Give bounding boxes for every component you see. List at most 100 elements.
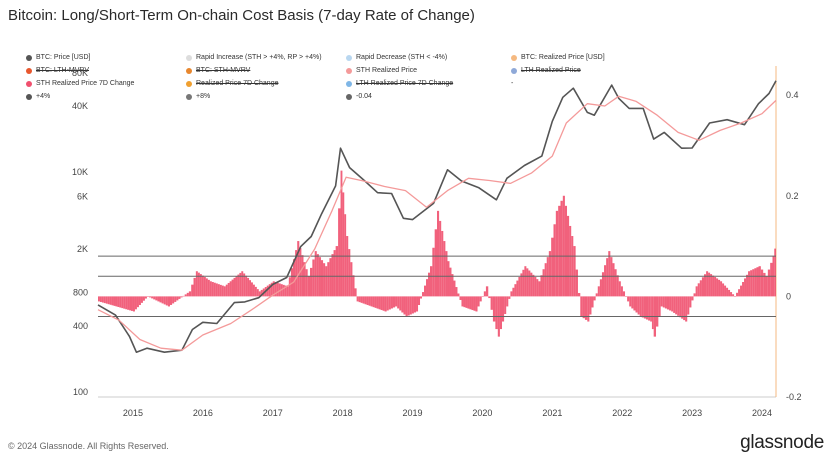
sth-7d-change-bar [165,296,168,306]
sth-7d-change-bar [129,296,132,311]
sth-7d-change-bar [712,275,715,297]
legend-item[interactable]: LTH Realized Price 7D Change [346,80,453,87]
sth-7d-change-bar [409,296,412,315]
sth-7d-change-bar [620,286,623,297]
sth-7d-change-bar [564,205,568,297]
sth-7d-change-bar [215,283,218,297]
sth-7d-change-bar [763,272,766,297]
sth-7d-change-bar [591,296,594,308]
sth-7d-change-bar [685,296,688,322]
legend-swatch [346,54,352,61]
sth-7d-change-bar [136,296,139,308]
sth-7d-change-bar [488,296,491,299]
legend-label: BTC: STH-MVRV [196,67,251,74]
sth-7d-change-bar [205,278,208,297]
sth-7d-change-bar [227,282,230,297]
sth-7d-change-bar [411,296,414,314]
legend-item[interactable]: BTC: Realized Price [USD] [511,54,605,61]
sth-7d-change-bar [193,277,196,297]
legend-swatch [26,67,32,74]
legend-item[interactable]: BTC: Price [USD] [26,54,90,61]
left-axis-tick-label: 800 [73,288,88,298]
sth-7d-change-bar [370,296,373,307]
legend-label: BTC: Realized Price [USD] [521,54,605,61]
sth-7d-change-bar [720,281,723,297]
legend-item[interactable]: Realized Price 7D Change [186,80,279,87]
sth-7d-change-bar [149,296,152,298]
sth-7d-change-bar [356,296,359,302]
legend-label: +4% [36,93,51,100]
legend-item[interactable]: Rapid Increase (STH > +4%, RP > +4%) [186,54,322,61]
sth-7d-change-bar [384,296,387,312]
sth-7d-change-bar [540,275,543,297]
x-tick-label: 2020 [472,408,492,418]
sth-7d-change-bar [573,246,576,297]
sth-7d-change-bar [584,296,588,320]
sth-7d-change-bar [161,296,164,304]
sth-7d-change-bar [485,286,489,297]
sth-7d-change-bar [270,282,273,297]
legend-item[interactable]: - [511,80,513,87]
sth-7d-change-bar [144,296,147,299]
sth-7d-change-bar [219,284,222,297]
sth-7d-change-bar [530,272,533,297]
sth-7d-change-bar [282,284,285,297]
sth-7d-change-bar [453,280,456,297]
sth-7d-change-bar [558,205,561,297]
sth-7d-change-bar [380,296,383,311]
legend-label: -0.04 [356,93,372,100]
legend-label: STH Realized Price 7D Change [36,80,135,87]
sth-7d-change-bar [312,259,315,297]
sth-7d-change-bar [651,296,654,330]
sth-7d-change-bar [637,296,640,315]
sth-7d-change-bar [340,170,343,297]
legend-item[interactable]: +4% [26,93,50,100]
legend-item[interactable]: -0.04 [346,93,372,100]
legend-label: Rapid Decrease (STH < -4%) [356,54,448,61]
sth-7d-change-bar [740,285,743,297]
legend-item[interactable]: STH Realized Price 7D Change [26,80,134,87]
sth-7d-change-bar [681,296,684,319]
legend-label: Rapid Increase (STH > +4%, RP > +4%) [196,54,322,61]
sth-7d-change-bar [163,296,166,305]
sth-7d-change-bar [736,292,739,297]
sth-7d-change-bar [447,261,450,297]
sth-7d-change-bar [188,291,192,297]
sth-7d-change-bar [418,296,421,306]
legend-item[interactable]: STH Realized Price [346,67,417,74]
sth-7d-change-bar [469,296,472,310]
legend-item[interactable]: Rapid Decrease (STH < -4%) [346,54,447,61]
legend-item[interactable]: LTH Realized Price [511,67,581,74]
sth-7d-change-bar [178,296,181,299]
sth-7d-change-bar [403,296,406,315]
legend-label: LTH Realized Price 7D Change [356,80,454,87]
sth-7d-change-bar [203,276,206,297]
sth-7d-change-bar [303,262,306,297]
sth-7d-change-bar [635,296,638,313]
sth-7d-change-bar [331,254,334,297]
sth-7d-change-bar [756,267,759,297]
sth-7d-change-bar [449,267,452,297]
sth-7d-change-bar [247,277,250,297]
sth-7d-change-bar [612,263,615,297]
sth-7d-change-bar [346,236,349,297]
sth-7d-change-bar [718,279,721,297]
sth-7d-change-bar [432,247,435,297]
sth-7d-change-bar [648,296,651,321]
sth-7d-change-bar [318,257,321,297]
sth-7d-change-bar [329,258,332,297]
sth-7d-change-bar [167,296,170,307]
sth-7d-change-bar [109,296,112,305]
sth-7d-change-bar [199,274,202,297]
legend-item[interactable]: BTC: LTH-MVRV [26,67,89,74]
legend-item[interactable]: BTC: STH-MVRV [186,67,250,74]
sth-7d-change-bar [490,296,493,310]
sth-7d-change-bar [516,280,519,297]
sth-7d-change-bar [643,296,646,319]
sth-7d-change-bar [551,237,554,297]
sth-7d-change-bar [528,270,531,297]
legend-item[interactable]: +8% [186,93,210,100]
legend-swatch [346,67,352,74]
sth-7d-change-bar [526,268,529,297]
sth-7d-change-bar [473,296,476,311]
